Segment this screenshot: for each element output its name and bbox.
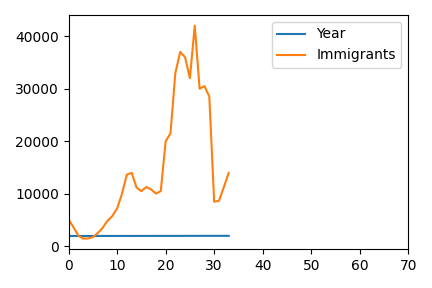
Immigrants <box>86 237 91 240</box>
Immigrants <box>80 237 86 240</box>
Legend: Year, Immigrants: Year, Immigrants <box>272 22 401 68</box>
Immigrants <box>129 171 134 175</box>
Year <box>182 234 187 238</box>
Immigrants <box>187 77 193 80</box>
Immigrants <box>197 87 202 90</box>
Immigrants <box>124 173 130 176</box>
Year <box>129 234 134 238</box>
Immigrants <box>114 207 120 210</box>
Year <box>71 234 76 238</box>
Year <box>139 234 144 238</box>
Year <box>178 234 183 238</box>
Year <box>192 234 197 238</box>
Immigrants <box>202 84 207 88</box>
Year <box>226 234 231 238</box>
Year <box>168 234 173 238</box>
Year <box>110 234 115 238</box>
Immigrants <box>71 226 76 229</box>
Year <box>134 234 139 238</box>
Immigrants <box>105 219 110 223</box>
Immigrants <box>100 226 105 230</box>
Immigrants <box>149 188 154 191</box>
Immigrants <box>134 186 139 189</box>
Year <box>197 234 202 238</box>
Year <box>114 234 120 238</box>
Year <box>105 234 110 238</box>
Year <box>173 234 178 238</box>
Year <box>76 234 81 238</box>
Immigrants <box>110 214 115 218</box>
Year <box>163 234 168 238</box>
Immigrants <box>158 189 163 193</box>
Immigrants <box>226 171 231 175</box>
Year <box>124 234 130 238</box>
Immigrants <box>173 71 178 75</box>
Immigrants <box>90 235 95 239</box>
Immigrants <box>163 140 168 143</box>
Year <box>216 234 222 238</box>
Immigrants <box>144 185 149 189</box>
Immigrants <box>221 185 226 189</box>
Year <box>119 234 124 238</box>
Year <box>221 234 226 238</box>
Year <box>202 234 207 238</box>
Year <box>90 234 95 238</box>
Immigrants <box>119 192 124 196</box>
Year <box>187 234 193 238</box>
Immigrants <box>168 132 173 135</box>
Immigrants <box>212 200 217 203</box>
Immigrants <box>76 234 81 237</box>
Year <box>95 234 100 238</box>
Immigrants <box>178 50 183 54</box>
Immigrants <box>139 190 144 193</box>
Year <box>149 234 154 238</box>
Year <box>100 234 105 238</box>
Year <box>66 234 71 238</box>
Year <box>207 234 212 238</box>
Immigrants <box>192 24 197 27</box>
Immigrants <box>207 95 212 98</box>
Year <box>80 234 86 238</box>
Immigrants <box>66 218 71 221</box>
Year <box>158 234 163 238</box>
Year <box>153 234 159 238</box>
Year <box>212 234 217 238</box>
Line: Immigrants: Immigrants <box>69 26 229 239</box>
Year <box>144 234 149 238</box>
Immigrants <box>182 56 187 59</box>
Immigrants <box>95 232 100 235</box>
Year <box>86 234 91 238</box>
Immigrants <box>153 192 159 195</box>
Immigrants <box>216 199 222 202</box>
